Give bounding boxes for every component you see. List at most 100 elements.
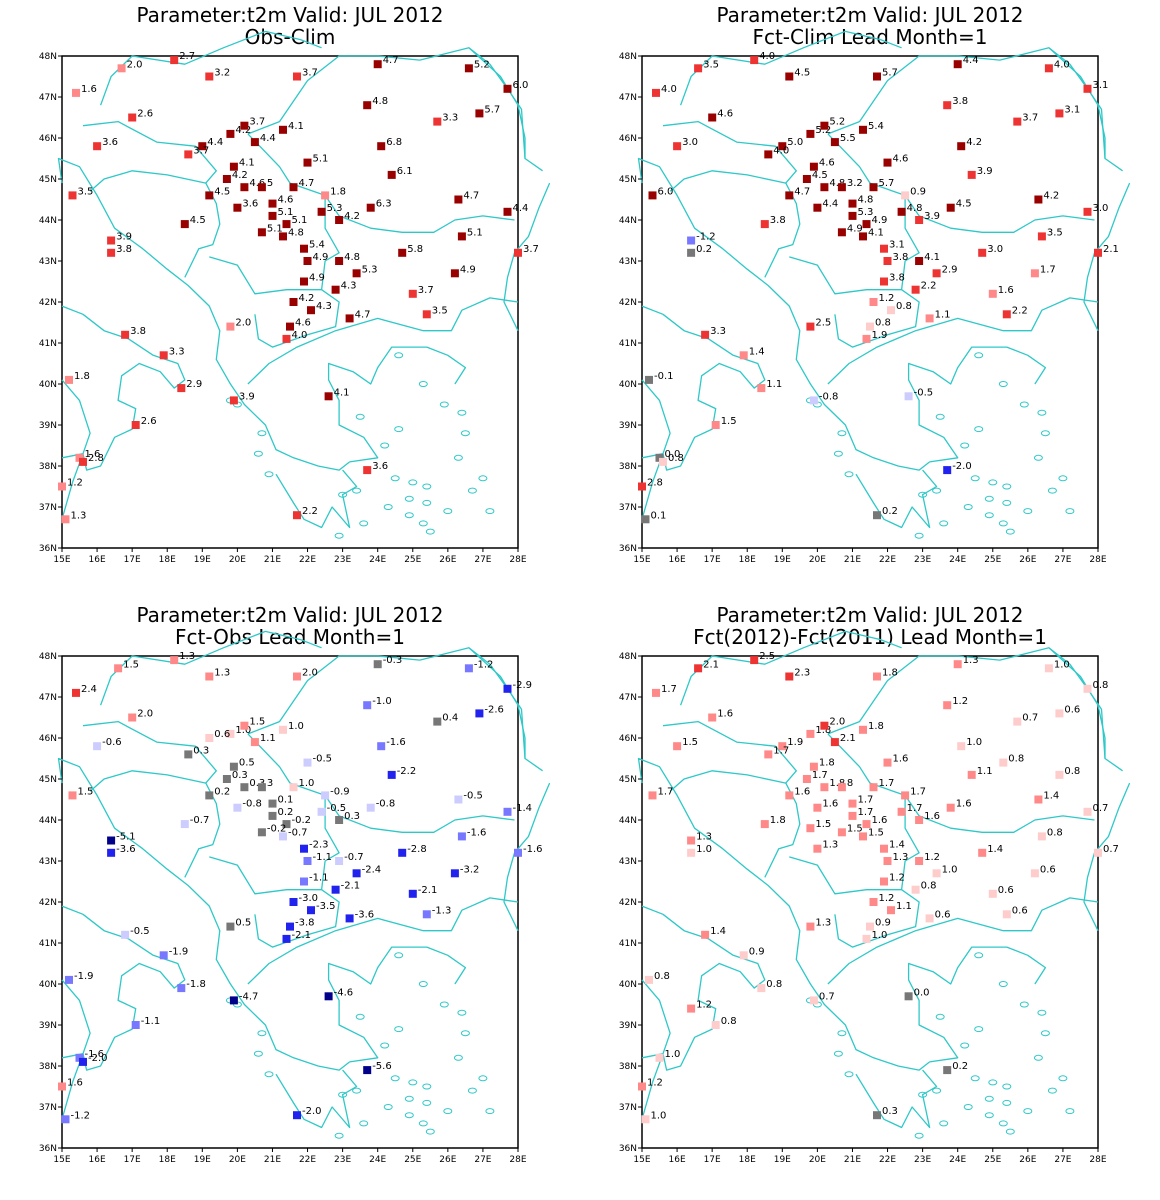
station-value-label: -3.8 [295, 918, 315, 929]
station-marker [687, 1004, 696, 1013]
station-marker [701, 330, 710, 339]
y-tick-label: 40N [39, 980, 57, 990]
station-marker [373, 660, 382, 669]
island-outline [833, 1050, 843, 1057]
island-outline [478, 1075, 488, 1082]
station-value-label: 4.2 [344, 211, 360, 222]
y-tick-label: 43N [39, 257, 57, 267]
coast-line [247, 133, 326, 197]
station-marker [1094, 248, 1102, 257]
station-value-label: 2.5 [759, 651, 775, 662]
y-tick-label: 43N [39, 857, 57, 867]
island-outline [1040, 430, 1050, 437]
station-value-label: -4.6 [334, 987, 354, 998]
station-marker [806, 729, 815, 738]
station-value-label: 0.3 [193, 745, 209, 756]
station-value-label: 3.2 [847, 178, 863, 189]
station-marker [866, 922, 874, 931]
x-tick-label: 19E [774, 1155, 791, 1165]
x-tick-label: 16E [89, 1155, 106, 1165]
station-marker [177, 384, 186, 393]
station-value-label: 0.8 [1008, 754, 1024, 765]
station-value-label: 1.0 [299, 778, 315, 789]
y-tick-label: 44N [619, 216, 637, 226]
panel-title: Parameter:t2m Valid: JUL 2012 [136, 603, 444, 627]
station-marker [503, 84, 512, 93]
station-marker [289, 298, 298, 306]
station-value-label: 1.7 [773, 745, 789, 756]
y-tick-label: 39N [619, 421, 637, 431]
station-value-label: 0.2 [952, 1061, 968, 1072]
station-value-label: 4.0 [661, 84, 677, 95]
station-marker [366, 803, 375, 812]
station-value-label: 1.0 [1054, 659, 1070, 670]
station-marker [785, 791, 794, 800]
station-marker [901, 191, 910, 200]
station-marker [830, 738, 839, 747]
station-value-label: 1.8 [868, 721, 884, 732]
station-marker [943, 1066, 952, 1075]
station-value-label: -1.8 [186, 979, 206, 990]
station-marker [806, 129, 815, 138]
stations: 2.0 2.7 3.2 3.7 4.7 5.2 6.0 1.6 2.6 4.8 3.3 5.7 3.6 4… [58, 51, 539, 524]
coast-line [855, 1069, 938, 1129]
station-marker [61, 515, 70, 524]
station-value-label: 4.6 [819, 158, 835, 169]
station-value-label: -2.2 [397, 766, 417, 777]
station-value-label: -0.5 [463, 791, 483, 802]
station-value-label: 4.1 [924, 252, 940, 263]
station-marker [257, 828, 266, 837]
station-marker [282, 820, 291, 829]
station-value-label: 3.8 [770, 215, 786, 226]
station-marker [475, 109, 484, 118]
station-value-label: -2.0 [952, 461, 972, 472]
x-tick-label: 28E [1089, 555, 1106, 565]
station-value-label: 5.2 [829, 117, 845, 128]
station-marker [757, 984, 766, 993]
station-value-label: 1.2 [889, 873, 905, 884]
station-marker [377, 142, 386, 151]
station-marker [293, 1111, 301, 1120]
island-outline [914, 1132, 924, 1139]
station-marker [897, 807, 906, 816]
station-value-label: 0.5 [239, 758, 255, 769]
station-marker [1044, 664, 1053, 673]
island-outline [355, 413, 365, 420]
station-value-label: 4.1 [868, 227, 884, 238]
island-outline [404, 495, 414, 502]
island-outline [418, 981, 428, 987]
station-value-label: 1.5 [78, 786, 94, 797]
station-value-label: 2.2 [1012, 305, 1028, 316]
station-marker [422, 310, 431, 319]
station-value-label: 4.4 [260, 133, 276, 144]
station-marker [282, 334, 291, 343]
island-outline [334, 1132, 344, 1139]
station-value-label: 1.2 [924, 852, 940, 863]
station-marker [398, 248, 407, 257]
station-marker [454, 195, 463, 204]
coast-line [209, 256, 340, 348]
y-tick-label: 47N [619, 93, 637, 103]
x-tick-label: 28E [1089, 1155, 1106, 1165]
station-marker [352, 269, 361, 278]
station-value-label: 6.0 [658, 186, 674, 197]
station-marker [363, 701, 372, 710]
station-marker [687, 848, 696, 857]
station-value-label: 0.1 [651, 510, 667, 521]
station-marker [862, 334, 871, 343]
station-value-label: 2.5 [815, 318, 831, 329]
y-tick-label: 38N [619, 1062, 637, 1072]
station-marker [999, 758, 1008, 767]
x-tick-label: 27E [1054, 1155, 1071, 1165]
station-marker [331, 285, 340, 294]
island-outline [918, 491, 928, 498]
island-outline [984, 512, 994, 519]
station-marker [1034, 195, 1043, 204]
station-marker [1030, 869, 1039, 878]
station-marker [457, 232, 466, 241]
station-value-label: 1.2 [879, 293, 895, 304]
x-tick-label: 25E [404, 555, 421, 565]
panel-title: Parameter:t2m Valid: JUL 2012 [716, 3, 1024, 27]
station-value-label: -1.9 [169, 946, 189, 957]
coast-line [637, 157, 931, 471]
